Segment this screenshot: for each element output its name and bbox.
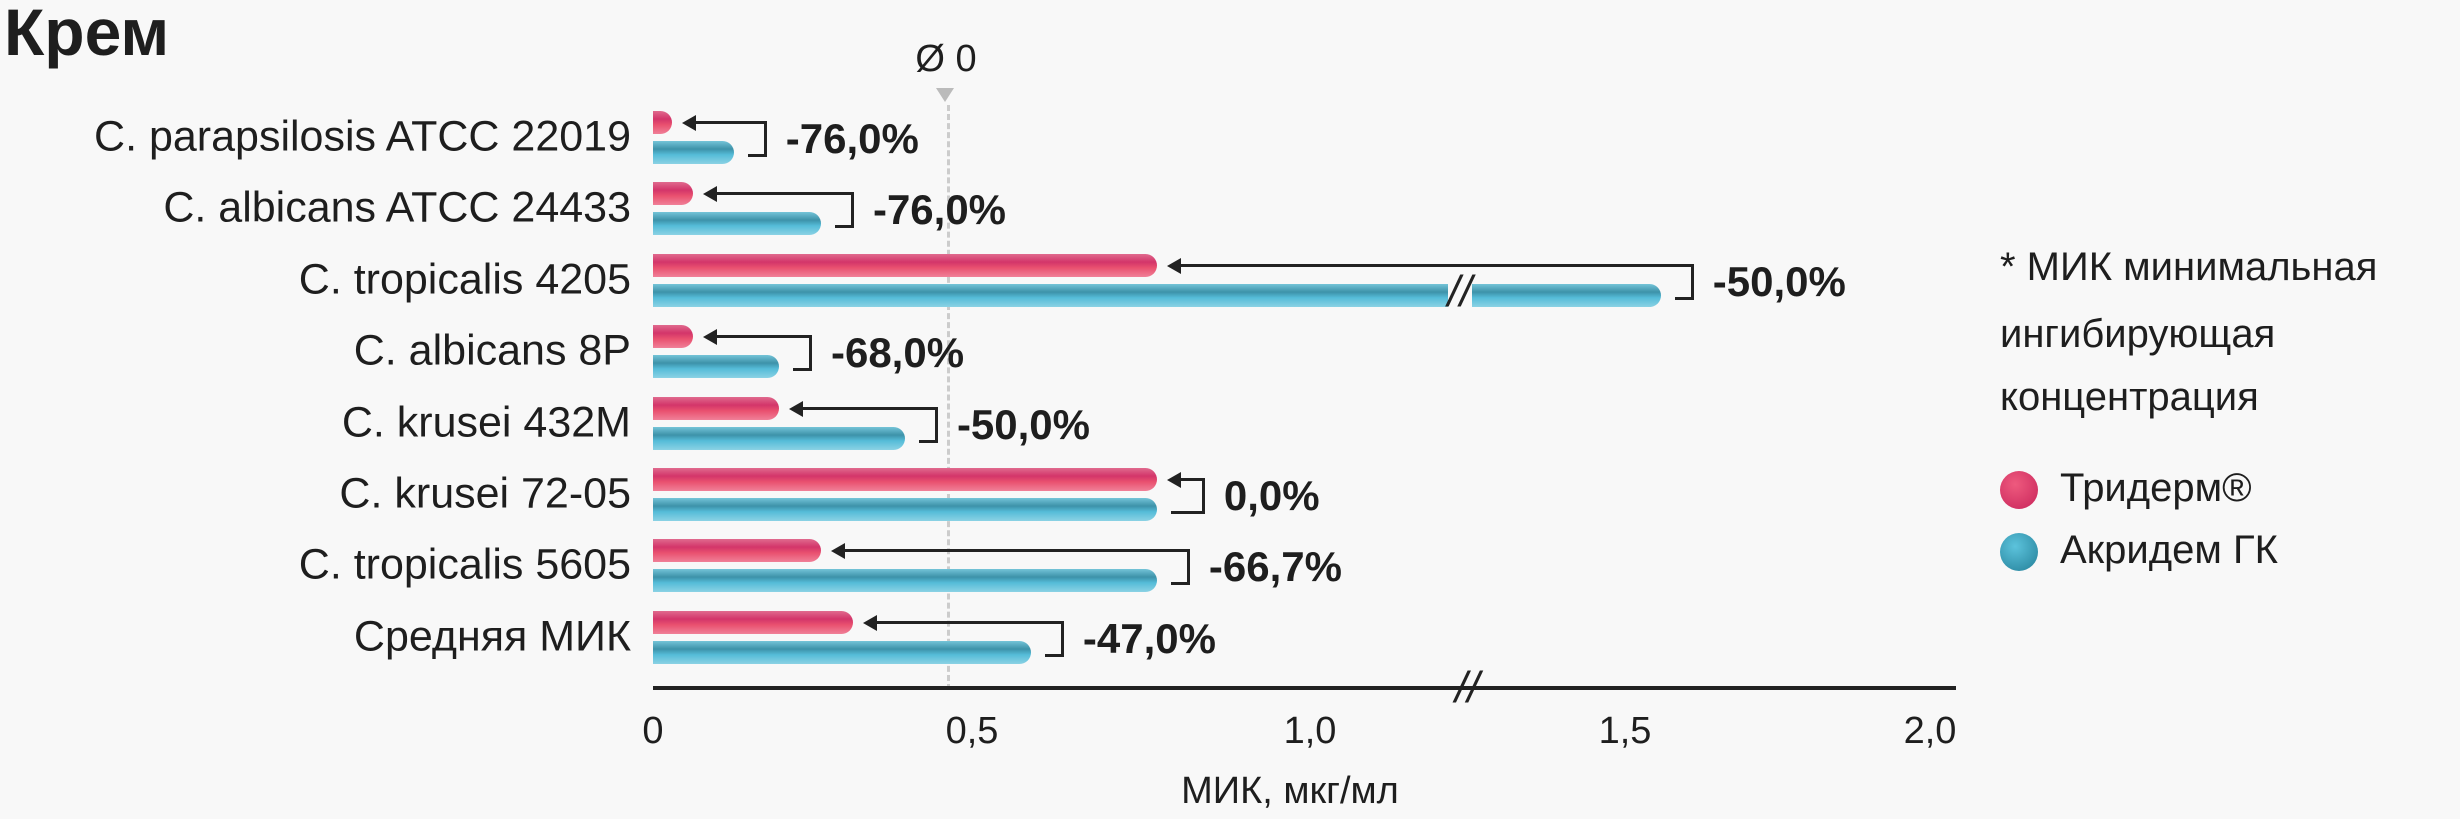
- arrow-line: [1178, 478, 1204, 481]
- arrow-head-icon: [1166, 257, 1181, 274]
- bar-triderm: [653, 253, 1157, 277]
- x-axis-label: МИК, мкг/мл: [1181, 770, 1399, 812]
- bar-triderm: [653, 111, 673, 134]
- legend-swatch-triderm: [2000, 471, 2038, 509]
- arrow-head-icon: [682, 115, 697, 131]
- category-label: C. parapsilosis ATCC 22019: [94, 112, 631, 161]
- average-marker-triangle-icon: [936, 88, 954, 102]
- bar-akridem: [653, 640, 1031, 664]
- arrow-line: [715, 335, 811, 339]
- difference-label: -68,0%: [830, 329, 965, 377]
- bar-akridem: [653, 426, 905, 450]
- bar-triderm: [653, 468, 1157, 491]
- arrow-line: [842, 549, 1189, 553]
- average-marker-label: Ø 0: [915, 38, 977, 80]
- bar-break-icon: //: [1447, 266, 1473, 316]
- bar-triderm: [653, 610, 854, 634]
- x-tick-label: 2,0: [1903, 710, 1957, 752]
- bar-akridem: [653, 141, 734, 164]
- category-label: C. krusei 72-05: [339, 469, 631, 518]
- difference-label: -50,0%: [1712, 257, 1846, 305]
- legend-label-triderm: Тридерм®: [2060, 466, 2252, 510]
- x-tick-label: 0,5: [945, 710, 999, 752]
- category-label: C. tropicalis 4205: [298, 255, 631, 304]
- bracket: [792, 335, 812, 372]
- legend-label-akridem: Акридем ГК: [2060, 528, 2278, 572]
- bracket: [747, 121, 767, 157]
- note-line-1: * МИК минимальная: [2000, 245, 2378, 289]
- legend-swatch-akridem: [2000, 533, 2038, 571]
- bar-triderm: [653, 396, 779, 420]
- arrow-line: [1178, 263, 1693, 267]
- note-line-2: ингибирующая: [2000, 312, 2276, 356]
- category-label: C. albicans ATCC 24433: [163, 183, 631, 232]
- arrow-head-icon: [788, 400, 803, 417]
- difference-label: 0,0%: [1223, 472, 1320, 519]
- bar-akridem: [653, 498, 1157, 521]
- bracket: [1044, 620, 1064, 657]
- x-tick-label: 0: [642, 710, 664, 752]
- bracket: [1170, 549, 1190, 586]
- bar-akridem: [653, 569, 1157, 593]
- bar-triderm: [653, 182, 694, 206]
- bracket: [1674, 263, 1694, 300]
- difference-label: -50,0%: [956, 400, 1091, 448]
- average-dashed-line: [947, 105, 951, 690]
- x-axis-line: [653, 686, 1956, 690]
- category-label: C. tropicalis 5605: [298, 540, 631, 589]
- arrow-line: [694, 121, 766, 124]
- bar-triderm: [653, 325, 694, 349]
- bar-akridem: [653, 212, 821, 236]
- bracket: [918, 406, 938, 443]
- note-line-3: концентрация: [2000, 375, 2259, 419]
- arrow-head-icon: [863, 614, 878, 631]
- bar-akridem: [653, 355, 779, 379]
- category-label: C. krusei 432M: [341, 398, 631, 447]
- difference-label: -66,7%: [1208, 543, 1342, 591]
- arrow-head-icon: [703, 329, 718, 346]
- category-label: Средняя МИК: [353, 612, 631, 661]
- arrow-head-icon: [830, 543, 845, 560]
- x-tick-label: 1,0: [1283, 710, 1337, 752]
- bar-akridem: [653, 283, 1661, 307]
- bracket: [834, 192, 854, 229]
- chart-title: Крем: [4, 0, 170, 69]
- difference-label: -76,0%: [785, 115, 919, 162]
- arrow-head-icon: [1166, 472, 1181, 488]
- arrow-line: [800, 406, 937, 410]
- arrow-line: [715, 192, 853, 196]
- x-tick-label: 1,5: [1598, 710, 1652, 752]
- arrow-line: [875, 620, 1063, 624]
- category-label: C. albicans 8P: [353, 326, 631, 375]
- bar-triderm: [653, 539, 821, 563]
- arrow-head-icon: [703, 186, 718, 203]
- difference-label: -47,0%: [1082, 614, 1216, 662]
- difference-label: -76,0%: [872, 186, 1007, 234]
